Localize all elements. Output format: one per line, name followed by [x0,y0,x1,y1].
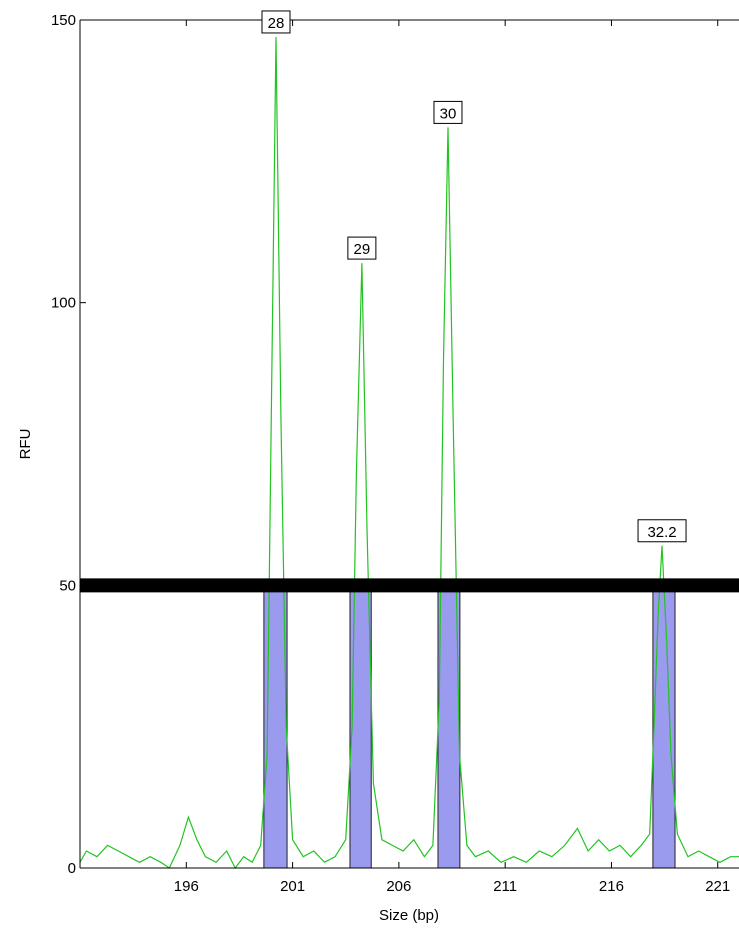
y-axis-label: RFU [17,429,34,460]
y-tick-label: 100 [51,295,76,312]
peak-label-box [637,519,687,543]
peak-label-box [347,236,377,260]
allele-bin [349,584,372,869]
x-tick-label: 211 [493,878,517,895]
trace-line [79,36,739,870]
y-tick-label: 0 [68,860,76,877]
peak-label-box [261,10,291,34]
x-tick-label: 216 [599,878,624,895]
allele-bin [652,584,676,869]
peak-label: 28 [268,15,285,32]
x-tick-label: 221 [705,878,730,895]
peak-label: 30 [440,105,457,122]
y-tick-label: 50 [59,577,76,594]
x-tick-label: 201 [280,878,305,895]
y-tick-label: 150 [51,12,76,29]
peak-label: 32.2 [647,524,676,541]
x-axis-label: Size (bp) [379,907,439,924]
x-tick-label: 206 [386,878,411,895]
peak-label-box [433,100,463,124]
x-tick-label: 196 [174,878,199,895]
peak-label: 29 [354,241,371,258]
